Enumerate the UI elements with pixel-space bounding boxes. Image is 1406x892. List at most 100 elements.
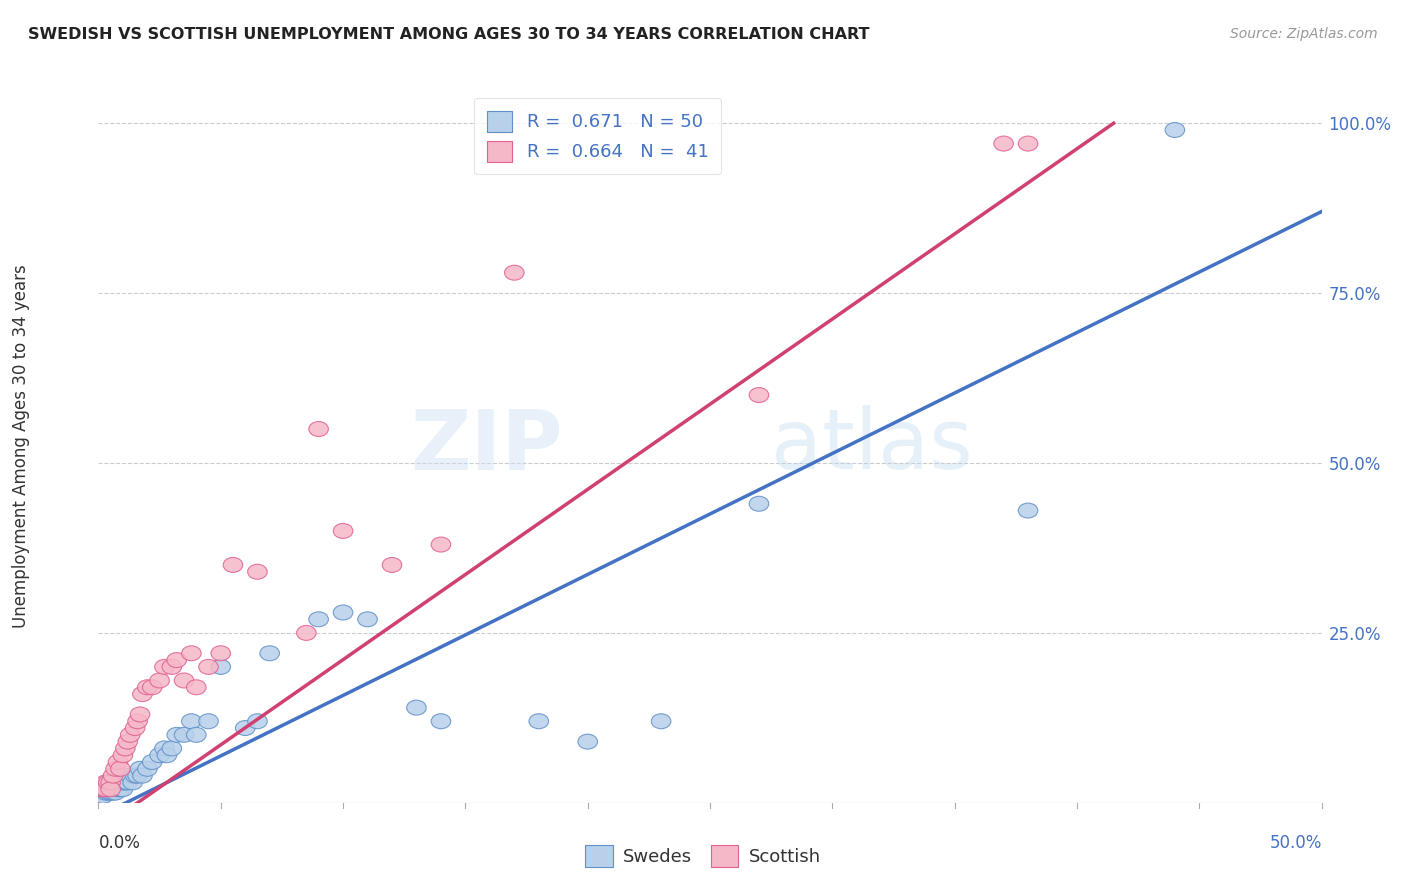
Ellipse shape xyxy=(118,775,138,790)
Ellipse shape xyxy=(138,762,157,776)
Ellipse shape xyxy=(174,673,194,688)
Text: SWEDISH VS SCOTTISH UNEMPLOYMENT AMONG AGES 30 TO 34 YEARS CORRELATION CHART: SWEDISH VS SCOTTISH UNEMPLOYMENT AMONG A… xyxy=(28,27,870,42)
Text: 50.0%: 50.0% xyxy=(1270,834,1322,852)
Ellipse shape xyxy=(651,714,671,729)
Ellipse shape xyxy=(101,775,121,790)
Ellipse shape xyxy=(101,781,121,797)
Ellipse shape xyxy=(224,558,243,573)
Ellipse shape xyxy=(150,673,169,688)
Ellipse shape xyxy=(382,558,402,573)
Ellipse shape xyxy=(150,747,169,763)
Ellipse shape xyxy=(103,781,122,797)
Ellipse shape xyxy=(115,775,135,790)
Ellipse shape xyxy=(162,659,181,674)
Ellipse shape xyxy=(211,646,231,661)
Ellipse shape xyxy=(1018,136,1038,151)
Ellipse shape xyxy=(187,727,207,742)
Ellipse shape xyxy=(167,727,187,742)
Ellipse shape xyxy=(235,721,254,736)
Ellipse shape xyxy=(96,781,115,797)
Ellipse shape xyxy=(187,680,207,695)
Ellipse shape xyxy=(198,659,218,674)
Ellipse shape xyxy=(505,265,524,280)
Ellipse shape xyxy=(98,775,118,790)
Ellipse shape xyxy=(96,785,115,800)
Ellipse shape xyxy=(121,768,141,783)
Ellipse shape xyxy=(260,646,280,661)
Ellipse shape xyxy=(749,387,769,402)
Ellipse shape xyxy=(309,422,329,436)
Ellipse shape xyxy=(333,524,353,539)
Ellipse shape xyxy=(132,687,152,701)
Text: atlas: atlas xyxy=(772,406,973,486)
Ellipse shape xyxy=(112,781,132,797)
Ellipse shape xyxy=(105,781,125,797)
Ellipse shape xyxy=(578,734,598,749)
Ellipse shape xyxy=(103,785,122,800)
Ellipse shape xyxy=(155,741,174,756)
Ellipse shape xyxy=(118,734,138,749)
Ellipse shape xyxy=(94,781,112,797)
Ellipse shape xyxy=(91,781,111,797)
Ellipse shape xyxy=(128,714,148,729)
Legend: R =  0.671   N = 50, R =  0.664   N =  41: R = 0.671 N = 50, R = 0.664 N = 41 xyxy=(474,98,721,174)
Ellipse shape xyxy=(157,747,177,763)
Ellipse shape xyxy=(198,714,218,729)
Ellipse shape xyxy=(115,741,135,756)
Text: ZIP: ZIP xyxy=(411,406,564,486)
Ellipse shape xyxy=(167,653,187,667)
Ellipse shape xyxy=(91,789,111,804)
Ellipse shape xyxy=(1166,122,1185,137)
Ellipse shape xyxy=(406,700,426,715)
Text: 0.0%: 0.0% xyxy=(98,834,141,852)
Ellipse shape xyxy=(142,755,162,770)
Ellipse shape xyxy=(432,714,451,729)
Ellipse shape xyxy=(125,768,145,783)
Ellipse shape xyxy=(529,714,548,729)
Ellipse shape xyxy=(131,762,150,776)
Ellipse shape xyxy=(96,775,115,790)
Ellipse shape xyxy=(749,496,769,511)
Ellipse shape xyxy=(98,785,118,800)
Ellipse shape xyxy=(297,625,316,640)
Ellipse shape xyxy=(181,714,201,729)
Ellipse shape xyxy=(131,707,150,722)
Ellipse shape xyxy=(994,136,1014,151)
Ellipse shape xyxy=(211,659,231,674)
Ellipse shape xyxy=(309,612,329,627)
Ellipse shape xyxy=(121,727,141,742)
Text: Unemployment Among Ages 30 to 34 years: Unemployment Among Ages 30 to 34 years xyxy=(13,264,30,628)
Ellipse shape xyxy=(138,680,157,695)
Ellipse shape xyxy=(111,762,131,776)
Ellipse shape xyxy=(132,768,152,783)
Ellipse shape xyxy=(101,781,121,797)
Ellipse shape xyxy=(105,762,125,776)
Ellipse shape xyxy=(98,781,118,797)
Ellipse shape xyxy=(155,659,174,674)
Ellipse shape xyxy=(162,741,181,756)
Ellipse shape xyxy=(247,714,267,729)
Ellipse shape xyxy=(181,646,201,661)
Ellipse shape xyxy=(122,775,142,790)
Legend: Swedes, Scottish: Swedes, Scottish xyxy=(578,838,828,874)
Ellipse shape xyxy=(333,605,353,620)
Ellipse shape xyxy=(94,789,112,804)
Ellipse shape xyxy=(357,612,377,627)
Ellipse shape xyxy=(111,781,131,797)
Ellipse shape xyxy=(108,781,128,797)
Ellipse shape xyxy=(125,721,145,736)
Ellipse shape xyxy=(142,680,162,695)
Ellipse shape xyxy=(108,755,128,770)
Ellipse shape xyxy=(174,727,194,742)
Ellipse shape xyxy=(112,747,132,763)
Text: Source: ZipAtlas.com: Source: ZipAtlas.com xyxy=(1230,27,1378,41)
Ellipse shape xyxy=(96,781,115,797)
Ellipse shape xyxy=(101,785,121,800)
Ellipse shape xyxy=(432,537,451,552)
Ellipse shape xyxy=(105,785,125,800)
Ellipse shape xyxy=(247,565,267,579)
Ellipse shape xyxy=(128,768,148,783)
Ellipse shape xyxy=(1018,503,1038,518)
Ellipse shape xyxy=(103,768,122,783)
Ellipse shape xyxy=(112,775,132,790)
